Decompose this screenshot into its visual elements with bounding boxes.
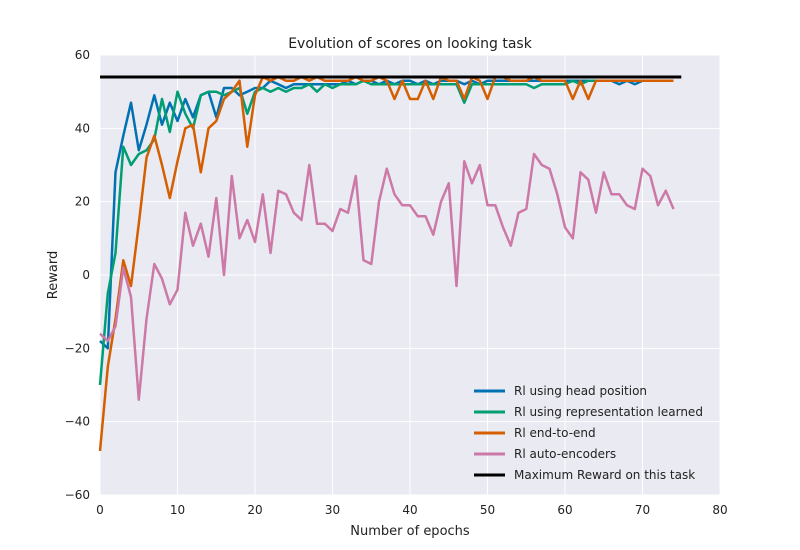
series-line-2 xyxy=(98,79,674,386)
legend: Rl using head position Rl using represent… xyxy=(474,384,703,482)
x-tick-label: 40 xyxy=(402,503,417,517)
series-line-4 xyxy=(99,152,675,401)
y-tick-label: 20 xyxy=(75,195,90,209)
y-tick-label: 40 xyxy=(75,121,90,135)
grid xyxy=(99,54,721,496)
x-tick-label: 0 xyxy=(96,503,104,517)
chart-title: Evolution of scores on looking task xyxy=(288,36,533,52)
x-tick-label: 80 xyxy=(712,503,727,517)
y-tick-label: −40 xyxy=(65,415,90,429)
x-tick-label: 30 xyxy=(325,503,340,517)
tick-labels: 0 10 20 30 40 50 60 70 80 −60 −40 −20 0 20 40 60 xyxy=(65,48,728,517)
series-lines xyxy=(98,75,682,452)
y-axis-title: Reward xyxy=(46,251,61,299)
legend-label: Rl using head position xyxy=(514,384,647,398)
x-tick-label: 60 xyxy=(557,503,572,517)
x-tick-label: 70 xyxy=(635,503,650,517)
y-tick-label: −60 xyxy=(65,488,90,502)
legend-label: Rl auto-encoders xyxy=(514,447,616,461)
legend-label: Maximum Reward on this task xyxy=(514,468,695,482)
y-tick-label: 0 xyxy=(82,268,90,282)
x-tick-label: 50 xyxy=(480,503,495,517)
x-tick-label: 20 xyxy=(247,503,262,517)
legend-label: Rl end-to-end xyxy=(514,426,596,440)
x-axis-title: Number of epochs xyxy=(350,524,470,539)
x-tick-label: 10 xyxy=(170,503,185,517)
y-tick-label: −20 xyxy=(65,341,90,355)
series-line-3 xyxy=(98,75,674,452)
y-tick-label: 60 xyxy=(75,48,90,62)
legend-label: Rl using representation learned xyxy=(514,405,703,419)
